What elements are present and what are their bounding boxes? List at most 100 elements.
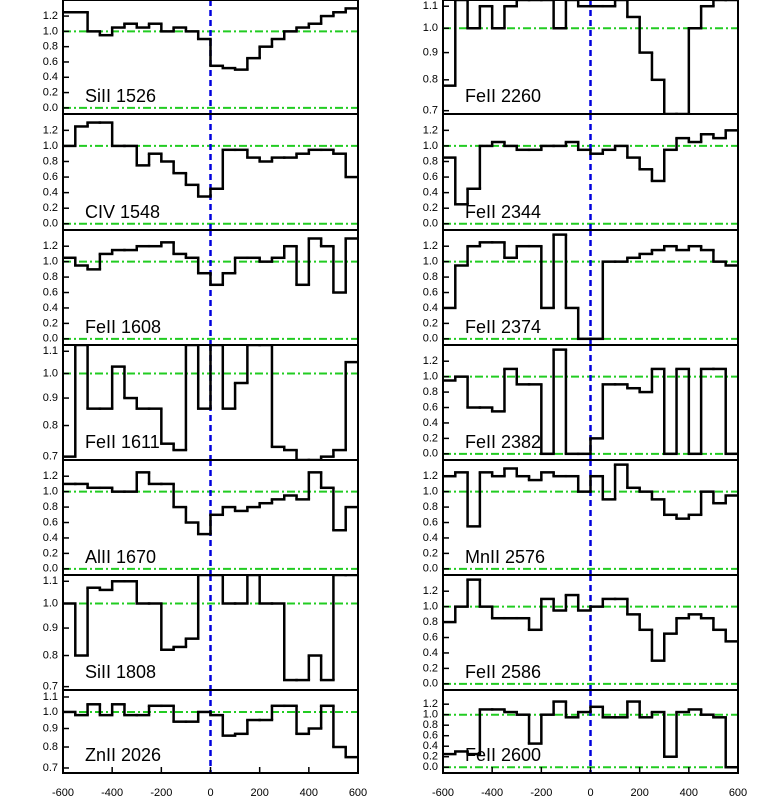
y-tick-label: 0.0 (43, 563, 58, 575)
panel-label: FeII 2382 (465, 432, 541, 452)
panel (63, 575, 358, 690)
y-tick-label: 0.0 (423, 761, 438, 773)
panel (443, 575, 738, 690)
panel-label: FeII 2586 (465, 662, 541, 682)
y-tick-label: 0.6 (423, 286, 438, 298)
y-tick-label: 1.0 (423, 486, 438, 498)
y-tick-label: 1.1 (43, 575, 58, 587)
panel (63, 345, 358, 460)
y-tick-label: 1.2 (423, 240, 438, 252)
y-tick-label: 0.7 (43, 451, 58, 463)
y-tick-label: 0.4 (423, 740, 438, 752)
y-tick-label: 1.0 (43, 25, 58, 37)
y-tick-label: 0.2 (43, 86, 58, 98)
y-tick-label: 0.6 (423, 516, 438, 528)
x-tick-label: -600 (432, 787, 454, 799)
panel-label: ZnII 2026 (85, 745, 161, 765)
panel (443, 114, 738, 230)
panel-label: AlII 1670 (85, 547, 156, 567)
panel-label: FeII 1611 (85, 432, 160, 452)
y-tick-label: 0.2 (43, 547, 58, 559)
panel-label: SiII 1808 (85, 662, 156, 682)
x-tick-label: -200 (150, 787, 172, 799)
y-tick-label: 1.2 (43, 240, 58, 252)
y-tick-label: 0.7 (43, 681, 58, 693)
y-tick-label: 0.2 (43, 202, 58, 214)
y-tick-label: 0.0 (423, 448, 438, 460)
y-tick-label: 0.6 (43, 516, 58, 528)
y-tick-label: 0.8 (423, 155, 438, 167)
y-tick-label: 0.0 (43, 218, 58, 230)
y-tick-label: 1.0 (43, 140, 58, 152)
y-tick-label: 0.6 (423, 171, 438, 183)
panel (443, 230, 738, 345)
panel (443, 345, 738, 460)
y-tick-label: 1.2 (423, 124, 438, 136)
x-tick-label: 600 (349, 787, 367, 799)
panel (443, 0, 738, 114)
y-tick-label: 0.8 (43, 271, 58, 283)
x-tick-label: 0 (587, 787, 593, 799)
y-tick-label: 0.2 (423, 317, 438, 329)
y-tick-label: 0.6 (423, 631, 438, 643)
y-tick-label: 0.9 (43, 622, 58, 634)
y-tick-label: 1.0 (43, 256, 58, 268)
y-tick-label: 0.8 (423, 616, 438, 628)
panel (63, 0, 358, 114)
y-tick-label: 1.0 (43, 486, 58, 498)
panel (63, 690, 358, 773)
y-tick-label: 1.2 (423, 698, 438, 710)
y-tick-label: 0.8 (423, 386, 438, 398)
y-tick-label: 0.4 (423, 187, 438, 199)
panel-label: FeII 2344 (465, 202, 541, 222)
panel (63, 460, 358, 575)
y-tick-label: 0.8 (423, 719, 438, 731)
y-tick-label: 0.4 (43, 71, 58, 83)
y-tick-label: 0.4 (43, 187, 58, 199)
panel-label: SiII 1526 (85, 86, 156, 106)
y-tick-label: 0.4 (423, 417, 438, 429)
y-tick-label: 0.2 (423, 662, 438, 674)
y-tick-label: 0.8 (43, 649, 58, 661)
y-tick-label: 0.9 (43, 392, 58, 404)
y-tick-label: 1.0 (423, 22, 438, 34)
y-tick-label: 1.1 (423, 0, 438, 12)
y-tick-label: 0.4 (423, 647, 438, 659)
y-tick-label: 1.2 (423, 585, 438, 597)
y-tick-label: 0.9 (423, 47, 438, 59)
y-tick-label: 0.2 (423, 202, 438, 214)
x-tick-label: -400 (481, 787, 503, 799)
y-tick-label: 1.2 (43, 10, 58, 22)
y-tick-label: 0.8 (423, 271, 438, 283)
y-tick-label: 0.4 (43, 532, 58, 544)
y-tick-label: 1.0 (423, 140, 438, 152)
y-tick-label: 0.9 (43, 722, 58, 734)
y-tick-label: 0.6 (43, 56, 58, 68)
y-tick-label: 0.2 (43, 317, 58, 329)
y-tick-label: 0.8 (423, 74, 438, 86)
panel-label: CIV 1548 (85, 202, 160, 222)
y-tick-label: 1.0 (43, 597, 58, 609)
y-tick-label: 0.0 (423, 563, 438, 575)
y-tick-label: 0.7 (43, 762, 58, 774)
y-tick-label: 0.2 (423, 751, 438, 763)
y-tick-label: 0.0 (43, 333, 58, 345)
y-tick-label: 1.1 (43, 345, 58, 357)
y-tick-label: 0.2 (423, 432, 438, 444)
panel-label: MnII 2576 (465, 547, 545, 567)
x-tick-label: 600 (729, 787, 747, 799)
y-tick-label: 0.8 (43, 155, 58, 167)
x-tick-label: -400 (101, 787, 123, 799)
y-tick-label: 0.8 (423, 501, 438, 513)
y-tick-label: 0.0 (423, 678, 438, 690)
y-tick-label: 0.8 (43, 419, 58, 431)
y-tick-label: 0.4 (423, 532, 438, 544)
y-tick-label: 1.1 (43, 691, 58, 703)
y-tick-label: 1.0 (423, 256, 438, 268)
x-tick-label: 200 (250, 787, 268, 799)
y-tick-label: 1.0 (43, 706, 58, 718)
panel-label: FeII 2600 (465, 745, 541, 765)
x-tick-label: 0 (207, 787, 213, 799)
y-tick-label: 0.0 (423, 218, 438, 230)
y-tick-label: 1.0 (423, 371, 438, 383)
